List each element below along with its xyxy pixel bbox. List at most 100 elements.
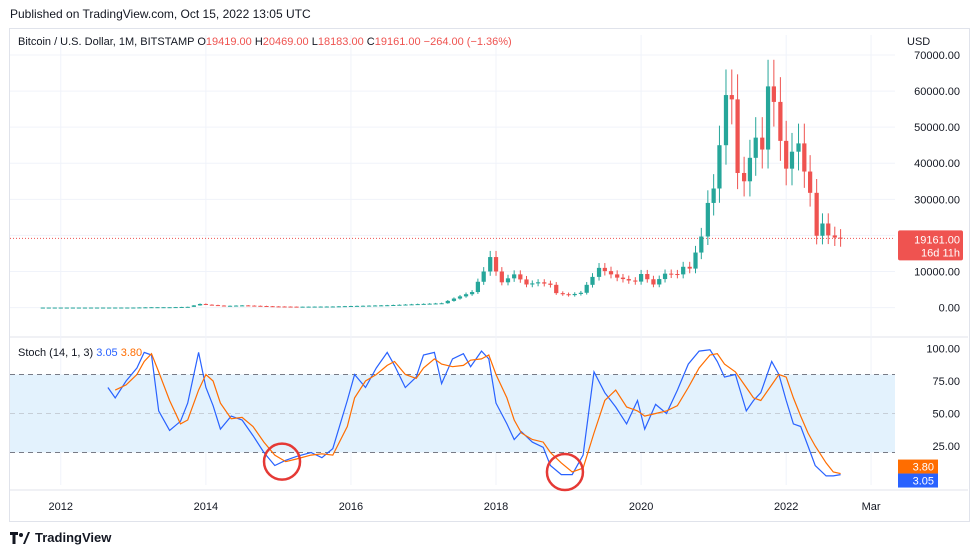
stoch-lines <box>107 349 841 477</box>
countdown-text: 16d 11h <box>921 247 960 259</box>
candle-body <box>397 304 402 306</box>
candle-body <box>524 279 529 285</box>
candle-body <box>373 305 378 307</box>
legend-symbol: Bitcoin / U.S. Dollar, 1M, BITSTAMP <box>18 36 197 48</box>
candle-body <box>590 276 595 285</box>
candle-body <box>602 267 607 272</box>
candle-body <box>167 307 172 309</box>
stoch-legend-d: 3.80 <box>121 347 142 359</box>
price-tick-label: 50000.00 <box>914 122 960 134</box>
stoch-k-tag-text: 3.05 <box>913 476 934 488</box>
annotation-circle <box>545 452 585 492</box>
candle-body <box>137 307 142 309</box>
candle-body <box>330 306 335 308</box>
candle-body <box>246 305 251 307</box>
candle-body <box>778 101 783 141</box>
candle-body <box>615 274 620 278</box>
candle-body <box>82 307 88 309</box>
stoch-tick-label: 25.00 <box>932 441 960 453</box>
candle-body <box>415 304 420 306</box>
candle-body <box>179 306 184 308</box>
stoch-tick-label: 75.00 <box>932 376 960 388</box>
legend-change: −264.00 (−1.36%) <box>424 36 512 48</box>
candle-body <box>155 307 160 309</box>
last-price-tag <box>898 230 963 261</box>
candle-body <box>651 279 656 285</box>
candle-body <box>747 157 753 182</box>
candle-body <box>735 99 740 173</box>
legend-close: 19161.00 <box>375 36 424 48</box>
candle-body <box>258 305 263 307</box>
candle-body <box>608 271 614 275</box>
axes-labels: 0.0010000.0020000.0030000.0040000.005000… <box>49 36 963 513</box>
time-tick-label: 2014 <box>194 501 218 513</box>
stoch-tick-label: 100.00 <box>926 344 960 356</box>
candle-body <box>765 86 771 150</box>
candle-body <box>457 296 463 299</box>
candle-body <box>107 307 112 309</box>
time-tick-label: Mar <box>862 501 881 513</box>
candle-body <box>584 284 589 293</box>
currency-label: USD <box>907 36 930 48</box>
candle-body <box>505 278 511 283</box>
candle-body <box>838 237 843 239</box>
legend-low-label: L <box>312 36 318 48</box>
stoch-d-tag <box>898 459 938 474</box>
candle-body <box>312 306 317 308</box>
candle-body <box>518 274 523 280</box>
time-tick-label: 2018 <box>484 501 508 513</box>
candle-body <box>657 279 662 285</box>
candle-body <box>596 267 602 277</box>
candle-body <box>548 283 553 285</box>
candle-body <box>203 303 208 305</box>
time-tick-label: 2022 <box>774 501 798 513</box>
candle-body <box>808 171 813 193</box>
candle-body <box>463 294 469 297</box>
price-tick-label: 30000.00 <box>914 194 960 206</box>
candle-body <box>294 306 299 308</box>
candle-body <box>820 223 825 236</box>
candle-body <box>70 307 75 309</box>
candle-body <box>421 303 426 305</box>
stoch-d-line <box>114 352 841 475</box>
candle-body <box>669 273 674 275</box>
stoch-band <box>10 374 895 453</box>
candle-body <box>826 223 831 236</box>
candle-body <box>409 304 414 306</box>
candle-body <box>306 306 311 308</box>
last-price-text: 19161.00 <box>914 234 960 246</box>
price-tick-label: 60000.00 <box>914 86 960 98</box>
candle-body <box>342 306 348 308</box>
candle-body <box>572 293 577 296</box>
candle-body <box>119 307 124 309</box>
stoch-tick-label: 50.00 <box>932 409 960 421</box>
candle-body <box>439 303 444 305</box>
candle-body <box>535 282 541 284</box>
price-tick-label: 70000.00 <box>914 50 960 62</box>
candle-body <box>796 143 801 152</box>
legend-low: 18183.00 <box>318 36 367 48</box>
candle-body <box>348 306 354 308</box>
candle-body <box>789 151 795 169</box>
candle-body <box>100 307 106 309</box>
candle-body <box>233 305 239 307</box>
candle-body <box>52 307 57 309</box>
candle-body <box>385 305 390 307</box>
tradingview-logo[interactable]: TradingView <box>10 530 111 545</box>
candle-body <box>300 306 305 308</box>
candle-body <box>753 137 758 158</box>
candle-body <box>282 306 287 308</box>
candle-body <box>318 306 323 308</box>
candle-body <box>662 273 668 280</box>
candle-body <box>802 143 807 172</box>
price-tick-label: 10000.00 <box>914 266 960 278</box>
stoch-legend-k: 3.05 <box>96 347 120 359</box>
candle-body <box>445 300 450 304</box>
candle-body <box>705 202 710 237</box>
candle-body <box>227 305 233 307</box>
candle-body <box>240 305 245 307</box>
candle-body <box>221 305 227 307</box>
candle-body <box>832 235 837 238</box>
candle-body <box>288 306 293 308</box>
